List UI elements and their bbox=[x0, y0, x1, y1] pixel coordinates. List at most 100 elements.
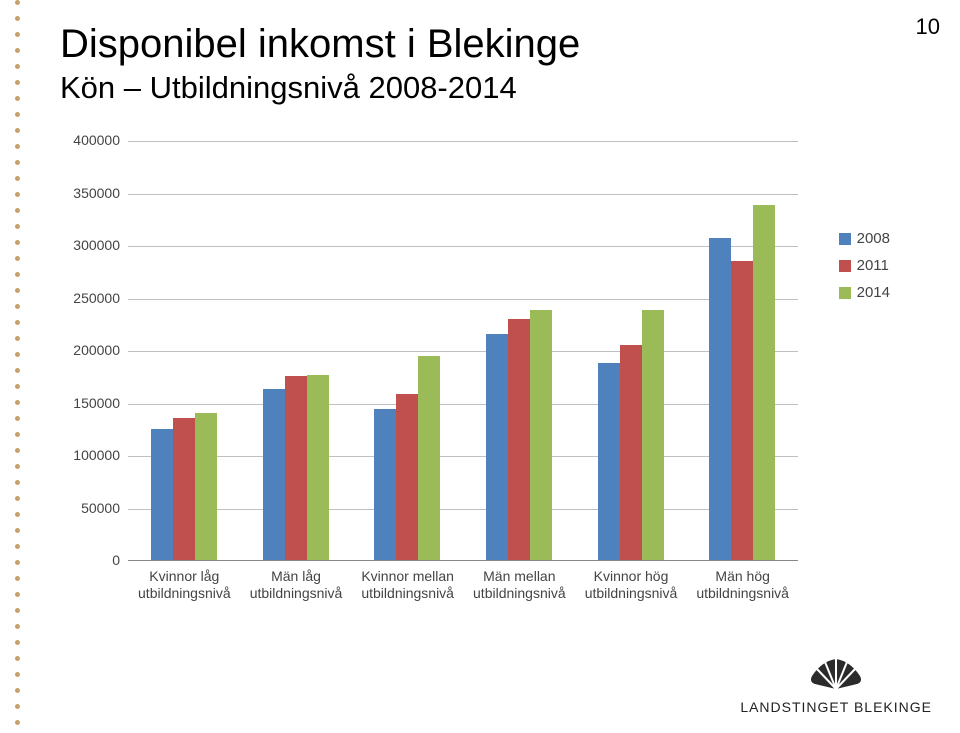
decor-dot bbox=[15, 96, 20, 101]
decor-dot bbox=[15, 32, 20, 37]
decor-dot bbox=[15, 480, 20, 485]
decor-dot bbox=[15, 256, 20, 261]
decor-dot bbox=[15, 640, 20, 645]
decor-dot bbox=[15, 544, 20, 549]
ytick-label: 250000 bbox=[60, 290, 120, 306]
legend-label: 2014 bbox=[857, 284, 890, 301]
left-dot-strip bbox=[12, 0, 24, 733]
bar bbox=[753, 205, 775, 560]
legend-swatch bbox=[839, 260, 851, 272]
slide-title: Disponibel inkomst i Blekinge bbox=[60, 22, 580, 67]
decor-dot bbox=[15, 496, 20, 501]
income-chart: 200820112014 050000100000150000200000250… bbox=[60, 140, 890, 600]
xtick-label: Män hög utbildningsnivå bbox=[687, 568, 798, 602]
decor-dot bbox=[15, 512, 20, 517]
xtick-label: Män mellan utbildningsnivå bbox=[464, 568, 575, 602]
bar-cluster bbox=[709, 205, 775, 560]
bar bbox=[508, 319, 530, 561]
ytick-label: 50000 bbox=[60, 500, 120, 516]
decor-dot bbox=[15, 336, 20, 341]
decor-dot bbox=[15, 384, 20, 389]
bar bbox=[418, 356, 440, 560]
decor-dot bbox=[15, 448, 20, 453]
decor-dot bbox=[15, 576, 20, 581]
legend-swatch bbox=[839, 287, 851, 299]
bar bbox=[598, 363, 620, 560]
page-number: 10 bbox=[916, 14, 940, 40]
bar-group bbox=[240, 140, 352, 560]
decor-dot bbox=[15, 128, 20, 133]
decor-dot bbox=[15, 416, 20, 421]
decor-dot bbox=[15, 80, 20, 85]
xtick-label: Kvinnor låg utbildningsnivå bbox=[129, 568, 240, 602]
decor-dot bbox=[15, 624, 20, 629]
xtick-label: Kvinnor mellan utbildningsnivå bbox=[352, 568, 463, 602]
bar-cluster bbox=[151, 413, 217, 560]
decor-dot bbox=[15, 528, 20, 533]
decor-dot bbox=[15, 464, 20, 469]
bar-cluster bbox=[486, 310, 552, 560]
bar bbox=[486, 334, 508, 560]
ytick-label: 300000 bbox=[60, 237, 120, 253]
decor-dot bbox=[15, 64, 20, 69]
bar-cluster bbox=[598, 310, 664, 560]
decor-dot bbox=[15, 16, 20, 21]
bar bbox=[307, 375, 329, 560]
decor-dot bbox=[15, 224, 20, 229]
decor-dot bbox=[15, 304, 20, 309]
decor-dot bbox=[15, 400, 20, 405]
decor-dot bbox=[15, 144, 20, 149]
landstinget-blekinge-logo: LANDSTINGET BLEKINGE bbox=[740, 655, 932, 715]
decor-dot bbox=[15, 688, 20, 693]
slide-subtitle: Kön – Utbildningsnivå 2008-2014 bbox=[60, 70, 517, 106]
bar bbox=[396, 394, 418, 560]
decor-dot bbox=[15, 208, 20, 213]
bar bbox=[285, 376, 307, 560]
decor-dot bbox=[15, 0, 20, 5]
bar bbox=[263, 389, 285, 560]
decor-dot bbox=[15, 720, 20, 725]
xtick-label: Män låg utbildningsnivå bbox=[241, 568, 352, 602]
ytick-label: 350000 bbox=[60, 185, 120, 201]
decor-dot bbox=[15, 672, 20, 677]
bar-cluster bbox=[374, 356, 440, 560]
bar-group bbox=[128, 140, 240, 560]
shell-icon bbox=[801, 655, 871, 695]
legend-swatch bbox=[839, 233, 851, 245]
bar-group bbox=[351, 140, 463, 560]
xtick-label: Kvinnor hög utbildningsnivå bbox=[576, 568, 687, 602]
decor-dot bbox=[15, 272, 20, 277]
x-axis bbox=[128, 560, 798, 561]
ytick-label: 0 bbox=[60, 552, 120, 568]
bar bbox=[173, 418, 195, 560]
legend-item: 2011 bbox=[839, 257, 890, 274]
decor-dot bbox=[15, 368, 20, 373]
decor-dot bbox=[15, 432, 20, 437]
decor-dot bbox=[15, 160, 20, 165]
decor-dot bbox=[15, 352, 20, 357]
ytick-label: 400000 bbox=[60, 132, 120, 148]
decor-dot bbox=[15, 704, 20, 709]
decor-dot bbox=[15, 288, 20, 293]
legend: 2008 2011 2014 bbox=[839, 230, 890, 311]
logo-text: LANDSTINGET BLEKINGE bbox=[740, 699, 932, 715]
decor-dot bbox=[15, 592, 20, 597]
decor-dot bbox=[15, 112, 20, 117]
bar bbox=[731, 261, 753, 560]
bar-group bbox=[686, 140, 798, 560]
bar bbox=[530, 310, 552, 560]
ytick-label: 200000 bbox=[60, 342, 120, 358]
ytick-label: 100000 bbox=[60, 447, 120, 463]
bar-cluster bbox=[263, 375, 329, 560]
bar bbox=[620, 345, 642, 560]
decor-dot bbox=[15, 656, 20, 661]
decor-dot bbox=[15, 560, 20, 565]
bar-groups bbox=[128, 140, 798, 560]
decor-dot bbox=[15, 192, 20, 197]
bar bbox=[151, 429, 173, 560]
legend-label: 2008 bbox=[857, 230, 890, 247]
decor-dot bbox=[15, 320, 20, 325]
bar-group bbox=[575, 140, 687, 560]
decor-dot bbox=[15, 240, 20, 245]
bar bbox=[195, 413, 217, 560]
